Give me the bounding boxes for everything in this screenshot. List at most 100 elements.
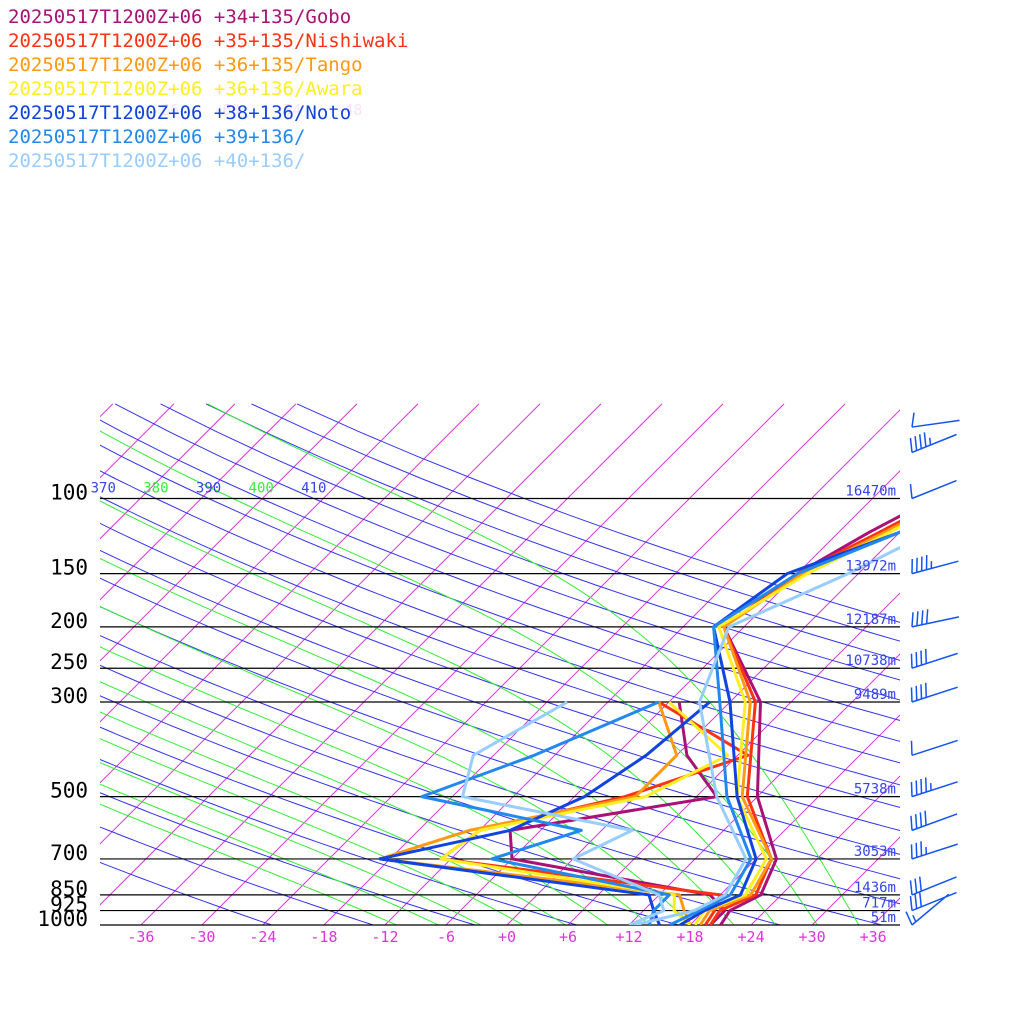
isotherm-line xyxy=(506,531,900,925)
temperature-profile xyxy=(693,525,900,925)
height-label: 5738m xyxy=(854,782,896,798)
temperature-tick-label: +36 xyxy=(860,928,887,946)
wind-barb-flag xyxy=(909,483,913,499)
isotherm-line xyxy=(384,409,900,925)
temperature-tick-label: -30 xyxy=(188,928,215,946)
isotherm-line xyxy=(811,836,900,925)
wind-barb-shaft xyxy=(911,419,960,428)
moist-adiabat-line xyxy=(100,430,818,925)
isotherm-line xyxy=(201,403,724,925)
height-label: 1436m xyxy=(854,880,896,896)
temperature-profile xyxy=(698,522,900,925)
pressure-label: 150 xyxy=(50,556,88,580)
wind-barb-flag xyxy=(918,876,923,892)
wind-barb xyxy=(910,841,958,860)
wind-barb-flag xyxy=(914,814,918,829)
theta-label: 370 xyxy=(91,481,116,497)
pressure-label: 500 xyxy=(50,779,88,803)
dry-adiabat-line xyxy=(100,758,579,925)
legend-entry: 20250517T1200Z+06 +36+135/Tango xyxy=(8,54,363,76)
isotherm-line xyxy=(0,404,52,934)
dewpoint-profile xyxy=(378,700,711,925)
dewpoint-profile xyxy=(420,700,671,925)
wind-barb xyxy=(910,777,958,798)
theta-label: 400 xyxy=(249,481,274,497)
isotherm-line xyxy=(100,403,297,601)
wind-barb-flag xyxy=(924,810,927,826)
pressure-label: 300 xyxy=(50,684,88,708)
wind-barb-flag xyxy=(920,684,923,699)
dry-adiabat-line xyxy=(160,403,900,681)
dry-adiabat-line xyxy=(100,577,900,855)
wind-barb-flag xyxy=(918,434,923,449)
moist-adiabat-line xyxy=(207,403,860,925)
wind-barb xyxy=(911,555,959,575)
height-label: 12187m xyxy=(845,612,896,628)
isotherm-line xyxy=(100,403,541,845)
wind-barb-flag xyxy=(920,841,923,856)
pressure-label: 925 xyxy=(50,893,88,917)
isotherm-line xyxy=(100,403,602,906)
wind-barb-flag xyxy=(909,437,913,453)
wind-barb xyxy=(910,682,958,703)
dry-adiabat-line xyxy=(100,549,900,832)
legend-entry: 20250517T1200Z+06 +38+136/Noto xyxy=(8,102,351,124)
isotherm-line xyxy=(140,403,663,925)
wind-barb-flag xyxy=(915,780,918,796)
pressure-label: 850 xyxy=(50,877,88,901)
wind-barb-flag xyxy=(909,880,913,895)
wind-barb-flag xyxy=(924,682,928,698)
height-label: 3053m xyxy=(854,844,896,860)
dewpoint-profile xyxy=(439,700,730,925)
isotherm-line xyxy=(100,403,358,662)
sounding-profiles xyxy=(378,514,900,925)
isotherm-line xyxy=(100,403,236,540)
pressure-label: 100 xyxy=(50,481,88,505)
pressure-label: 250 xyxy=(50,650,88,674)
wind-barb-flag xyxy=(910,653,913,669)
wind-barb xyxy=(910,739,958,756)
legend-entry: 20250517T1200Z+06 +35+135/Nishiwaki xyxy=(8,30,408,52)
temperature-tick-label: +24 xyxy=(738,928,765,946)
dewpoint-profile xyxy=(439,700,750,925)
temperature-tick-label: +6 xyxy=(559,928,577,946)
wind-barb-shaft xyxy=(911,876,957,896)
wind-barb xyxy=(910,649,958,669)
dry-adiabat-line xyxy=(100,634,900,905)
temperature-tick-label: +30 xyxy=(799,928,826,946)
legend-entry: 20250517T1200Z+06 +39+136/ xyxy=(8,126,305,148)
theta-label: 390 xyxy=(196,481,221,497)
wind-barb-half-flag xyxy=(912,914,917,923)
height-label: 9489m xyxy=(854,687,896,703)
wind-barb-shaft xyxy=(911,843,958,860)
dry-adiabat-line xyxy=(251,403,900,642)
dewpoint-profile xyxy=(461,700,666,925)
isotherm-line xyxy=(567,592,900,925)
temperature-tick-label: +12 xyxy=(615,928,642,946)
wind-barb xyxy=(911,412,960,428)
dewpoint-profile xyxy=(378,701,692,925)
isotherm-line xyxy=(750,775,900,925)
wind-barb-shaft xyxy=(911,433,957,454)
wind-barb xyxy=(909,891,957,912)
wind-barb-flag xyxy=(910,815,913,831)
wind-barb-flag xyxy=(914,894,918,909)
wind-barb-flag xyxy=(910,687,913,703)
wind-barb-flag xyxy=(924,649,928,664)
wind-barb-shaft xyxy=(911,893,950,926)
isotherm-line xyxy=(986,404,1024,934)
dry-adiabat-line xyxy=(100,444,900,742)
moist-adiabat-line xyxy=(100,500,777,925)
wind-barb-shaft xyxy=(911,479,957,500)
isotherm-line xyxy=(445,470,900,925)
pressure-label: 200 xyxy=(50,609,88,633)
temperature-tick-label: +0 xyxy=(498,928,516,946)
moist-adiabat-line xyxy=(100,681,609,925)
wind-barb-flag xyxy=(915,842,918,858)
wind-barb-flag xyxy=(911,412,915,428)
height-label: 717m xyxy=(862,896,896,912)
temperature-tick-label: -24 xyxy=(249,928,276,946)
temperature-tick-label: +18 xyxy=(677,928,704,946)
theta-label: 380 xyxy=(143,481,168,497)
